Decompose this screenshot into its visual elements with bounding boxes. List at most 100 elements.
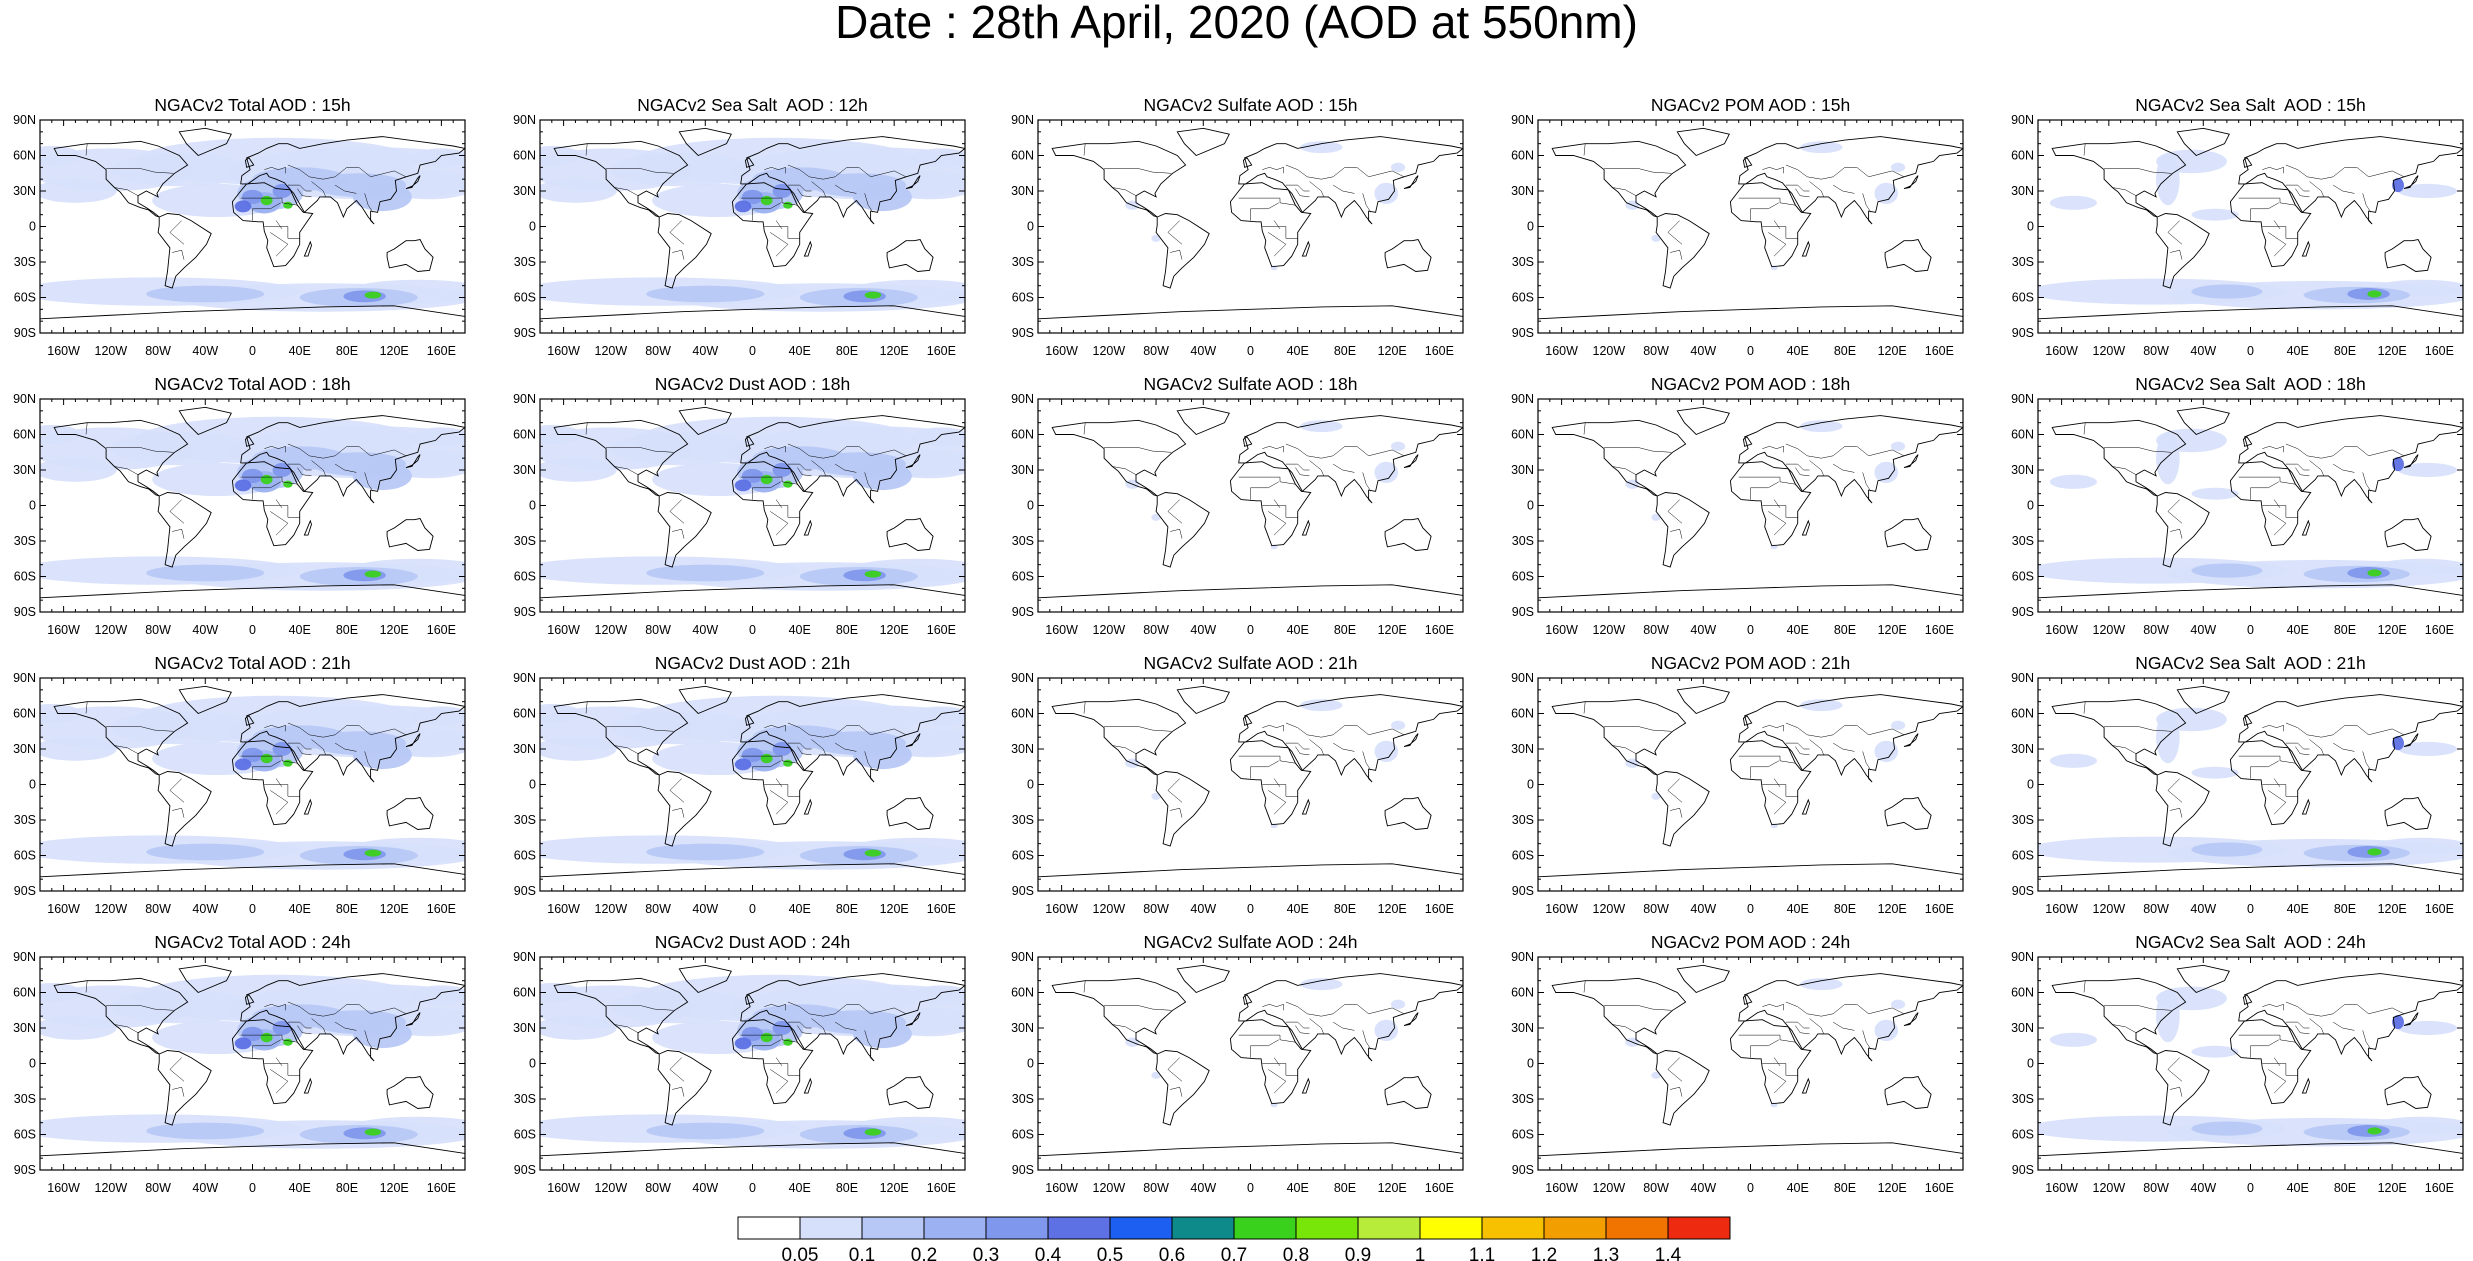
lat-label: 30N	[1511, 742, 1534, 756]
country-border	[85, 980, 88, 993]
colorbar-swatch	[1357, 1216, 1421, 1240]
country-border	[2170, 807, 2183, 818]
lat-label: 90N	[513, 950, 536, 964]
panel-title: NGACv2 Sea Salt AOD : 21h	[2135, 653, 2366, 673]
coastlines	[2038, 406, 2463, 599]
country-border	[2250, 760, 2279, 768]
country-border	[2170, 1086, 2183, 1097]
map-panel: 90N 60N 30N 0 30S 60S 90S 160W 120W 80W 40W 0 40E 80E…	[1511, 950, 1964, 1195]
country-border	[252, 202, 281, 210]
country-border	[2268, 232, 2287, 257]
map-panel: 90N 60N 30N 0 30S 60S 90S 160W 120W 80W 40W 0 40E 80E…	[1511, 113, 1964, 358]
antarctica-coast	[1538, 584, 1963, 599]
lat-label: 60N	[1511, 986, 1534, 1000]
continent-outline	[1738, 694, 1963, 783]
aod-patch	[1300, 141, 1343, 154]
continent-outline	[1801, 240, 1810, 257]
lat-label: 90N	[1511, 392, 1534, 406]
lon-label: 40E	[1787, 902, 1809, 916]
country-border	[1738, 755, 1796, 764]
aod-patch	[1874, 461, 1899, 484]
panel-title: NGACv2 Sea Salt AOD : 15h	[2135, 95, 2366, 115]
country-border	[2273, 1057, 2281, 1067]
aod-patch	[2049, 753, 2098, 768]
aod-patch	[864, 849, 882, 857]
aod-patch	[146, 843, 265, 861]
lat-label: 60N	[13, 149, 36, 163]
continent-outline	[678, 964, 732, 994]
antarctica-coast	[2038, 305, 2463, 320]
lat-label: 60N	[513, 149, 536, 163]
country-border	[787, 1001, 907, 1017]
coastlines	[1538, 685, 1963, 878]
country-border	[672, 1086, 685, 1097]
country-border	[364, 472, 374, 492]
lon-label: 120E	[880, 1181, 909, 1195]
aod-patch	[1800, 141, 1843, 154]
country-border	[1762, 166, 1784, 174]
continent-outline	[303, 1077, 312, 1094]
lon-label: 40E	[289, 344, 311, 358]
continent-outline	[1729, 461, 1812, 547]
country-border	[264, 226, 300, 239]
lat-label: 30S	[1012, 255, 1034, 269]
continent-outline	[178, 406, 232, 436]
tick-marks	[2037, 398, 2464, 613]
lat-label: 90N	[2011, 950, 2034, 964]
lon-label: 160W	[47, 623, 80, 637]
aod-patch	[40, 1016, 117, 1040]
colorbar-label: 0.8	[1283, 1245, 1309, 1261]
country-border	[2083, 143, 2086, 156]
continent-outline	[2155, 1050, 2210, 1126]
country-border	[1167, 499, 1183, 524]
aod-patch	[241, 189, 264, 205]
continent-outline	[2238, 694, 2463, 783]
lon-label: 40W	[692, 623, 718, 637]
country-border	[864, 1030, 874, 1050]
continent-outline	[886, 796, 934, 830]
lon-label: 0	[2247, 1181, 2254, 1195]
lat-label: 90S	[2012, 605, 2034, 619]
country-border	[834, 1021, 857, 1031]
country-border	[1750, 1039, 1779, 1047]
country-border	[770, 790, 789, 815]
aod-patch	[146, 1122, 265, 1140]
continent-outline	[731, 182, 814, 268]
aod-patch	[364, 849, 382, 857]
lon-label: 0	[749, 623, 756, 637]
lat-label: 0	[1027, 220, 1034, 234]
country-border	[1362, 193, 1372, 213]
lon-label: 120E	[1878, 902, 1907, 916]
lon-label: 80E	[1834, 902, 1856, 916]
country-border	[1104, 168, 1172, 174]
aod-patch	[1890, 720, 1906, 731]
lat-label: 90S	[2012, 884, 2034, 898]
country-border	[2104, 168, 2172, 174]
continent-outline	[1301, 519, 1310, 536]
country-border	[752, 760, 781, 768]
tick-marks	[539, 398, 966, 613]
panel-title: NGACv2 POM AOD : 15h	[1650, 95, 1851, 115]
continent-outline	[231, 740, 314, 826]
country-border	[1250, 202, 1279, 210]
antarctica-coast	[2038, 1142, 2463, 1157]
country-border	[614, 1024, 639, 1033]
lat-label: 0	[2027, 499, 2034, 513]
country-border	[770, 1069, 789, 1094]
continent-outline	[1384, 238, 1432, 272]
lat-label: 0	[1527, 778, 1534, 792]
continent-outline	[740, 136, 965, 225]
antarctica-coast	[540, 305, 965, 320]
country-border	[1295, 746, 1310, 756]
continent-outline	[2176, 685, 2230, 715]
continent-outline	[2238, 973, 2463, 1062]
continent-outline	[678, 127, 732, 157]
continent-outline	[405, 454, 421, 469]
lat-label: 90N	[1511, 113, 1534, 127]
continent-outline	[1403, 454, 1419, 469]
continent-outline	[53, 698, 189, 776]
aod-patch	[2191, 208, 2239, 221]
colorbar-swatch	[1481, 1216, 1545, 1240]
colorbar-label: 0.5	[1097, 1245, 1123, 1261]
continent-outline	[744, 436, 755, 447]
